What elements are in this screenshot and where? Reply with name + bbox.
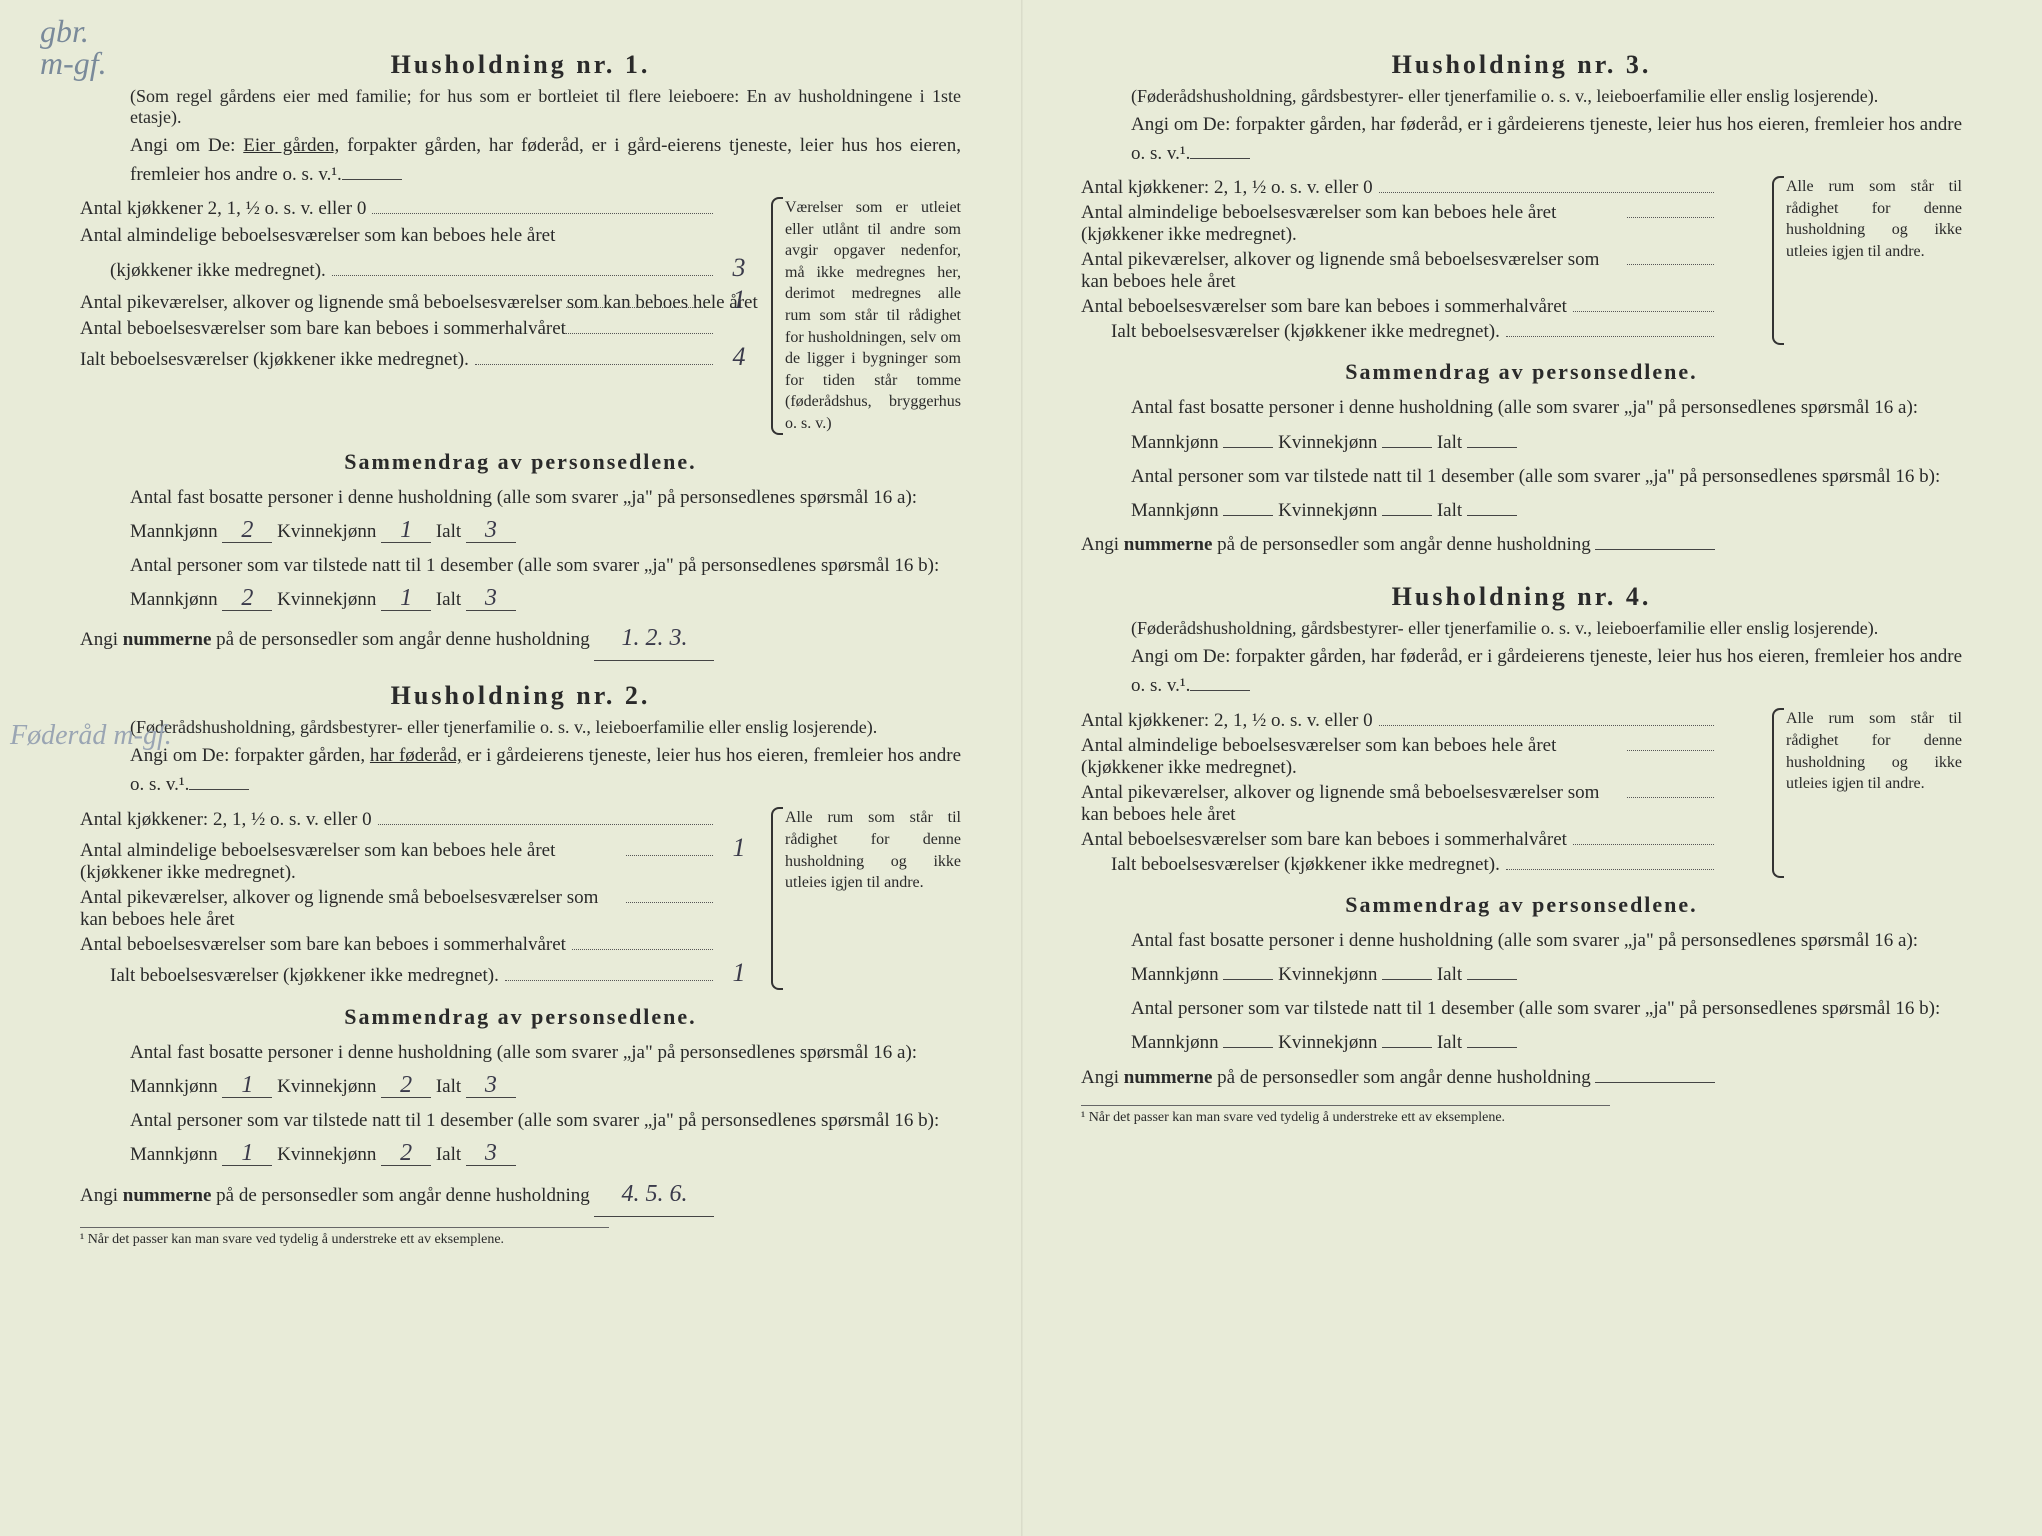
h4-16b: Antal personer som var tilstede natt til…	[1081, 992, 1962, 1060]
h4-angi: Angi om De: forpakter gården, har føderå…	[1081, 643, 1962, 700]
h1-16b: Antal personer som var tilstede natt til…	[80, 549, 961, 617]
h1-rooms-line: Antal almindelige beboelsesværelser som …	[80, 222, 759, 251]
h4-sammen-title: Sammendrag av personsedlene.	[1081, 892, 1962, 918]
h1-rooms-block: Antal kjøkkener 2, 1, ½ o. s. v. eller 0…	[80, 197, 961, 435]
h2-intro: (Føderådshusholdning, gårdsbestyrer- ell…	[80, 717, 961, 738]
h4-16a: Antal fast bosatte personer i denne hush…	[1081, 924, 1962, 992]
h1-sammen-title: Sammendrag av personsedlene.	[80, 449, 961, 475]
h1-numrene: Angi nummerne på de personsedler som ang…	[80, 617, 961, 661]
household-4: Husholdning nr. 4. (Føderådshusholdning,…	[1081, 582, 1962, 1125]
handwriting-top-left: gbr. m-gf.	[40, 15, 107, 79]
household-1: Husholdning nr. 1. (Som regel gårdens ei…	[80, 50, 961, 661]
h2-title: Husholdning nr. 2.	[80, 681, 961, 711]
h3-title: Husholdning nr. 3.	[1081, 50, 1962, 80]
h3-16b: Antal personer som var tilstede natt til…	[1081, 460, 1962, 528]
h3-side-note: Alle rum som står til rådighet for denne…	[1772, 176, 1962, 345]
h2-sammen-title: Sammendrag av personsedlene.	[80, 1004, 961, 1030]
h4-numrene: Angi nummerne på de personsedler som ang…	[1081, 1061, 1962, 1095]
h1-title: Husholdning nr. 1.	[80, 50, 961, 80]
handwriting-side: Føderåd m-gf.	[10, 720, 172, 752]
h2-rooms-block: Antal kjøkkener: 2, 1, ½ o. s. v. eller …	[80, 807, 961, 989]
h1-intro: (Som regel gårdens eier med familie; for…	[80, 86, 961, 128]
h3-numrene: Angi nummerne på de personsedler som ang…	[1081, 528, 1962, 562]
household-3: Husholdning nr. 3. (Føderådshusholdning,…	[1081, 50, 1962, 562]
right-page: Husholdning nr. 3. (Føderådshusholdning,…	[1021, 0, 2042, 1536]
h2-16b: Antal personer som var tilstede natt til…	[80, 1104, 961, 1172]
h4-title: Husholdning nr. 4.	[1081, 582, 1962, 612]
left-footnote: ¹ Når det passer kan man svare ved tydel…	[80, 1227, 609, 1248]
h1-16a: Antal fast bosatte personer i denne hush…	[80, 481, 961, 549]
h3-16a: Antal fast bosatte personer i denne hush…	[1081, 391, 1962, 459]
h3-sammen-title: Sammendrag av personsedlene.	[1081, 359, 1962, 385]
h4-rooms-block: Antal kjøkkener: 2, 1, ½ o. s. v. eller …	[1081, 708, 1962, 877]
page-fold	[1021, 0, 1023, 1536]
right-footnote: ¹ Når det passer kan man svare ved tydel…	[1081, 1105, 1610, 1126]
h3-rooms-block: Antal kjøkkener: 2, 1, ½ o. s. v. eller …	[1081, 176, 1962, 345]
h1-side-note: Værelser som er utleiet eller utlånt til…	[771, 197, 961, 435]
h3-intro: (Føderådshusholdning, gårdsbestyrer- ell…	[1081, 86, 1962, 107]
h4-intro: (Føderådshusholdning, gårdsbestyrer- ell…	[1081, 618, 1962, 639]
left-page: gbr. m-gf. Husholdning nr. 1. (Som regel…	[0, 0, 1021, 1536]
h4-side-note: Alle rum som står til rådighet for denne…	[1772, 708, 1962, 877]
h2-angi: Angi om De: forpakter gården, har føderå…	[80, 742, 961, 799]
household-2: Husholdning nr. 2. (Føderådshusholdning,…	[80, 681, 961, 1247]
h2-16a: Antal fast bosatte personer i denne hush…	[80, 1036, 961, 1104]
h1-angi: Angi om De: Eier gården, forpakter gårde…	[80, 132, 961, 189]
h2-numrene: Angi nummerne på de personsedler som ang…	[80, 1173, 961, 1217]
h3-angi: Angi om De: forpakter gården, har føderå…	[1081, 111, 1962, 168]
h2-side-note: Alle rum som står til rådighet for denne…	[771, 807, 961, 989]
